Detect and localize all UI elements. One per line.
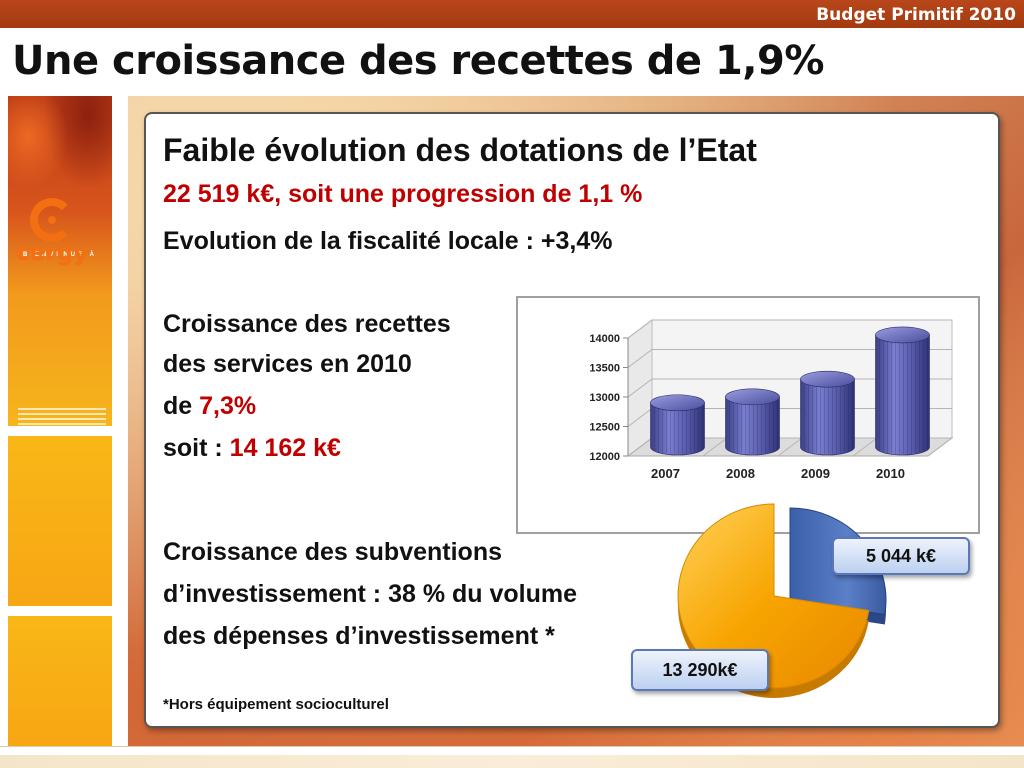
dotations-detail: 22 519 k€, soit une progression de 1,1 %	[163, 180, 643, 208]
services-line-1: Croissance des recettes	[163, 310, 451, 338]
bar-chart-svg: 12000 12500 13000 13500 14000 2007 2008 2009 201…	[589, 319, 954, 481]
bar-top	[650, 394, 705, 412]
services-line-3: de 7,3%	[163, 392, 256, 421]
poster-welcome: BIENVENUE À	[22, 252, 97, 258]
bar-2007	[650, 394, 705, 456]
header-bar: Budget Primitif 2010	[0, 0, 1024, 28]
x-tick-label: 2009	[801, 466, 830, 481]
city-logo-dot	[48, 216, 56, 224]
floor-divider	[777, 437, 803, 457]
x-tick-label: 2008	[726, 466, 755, 481]
bar-top	[875, 326, 930, 344]
services-amount: 14 162 k€	[229, 434, 341, 462]
pie-label-orange: 13 290k€	[631, 649, 769, 691]
subventions-line-1: Croissance des subventions	[163, 538, 503, 566]
y-tick-label: 12500	[589, 422, 620, 434]
footnote: *Hors équipement socioculturel	[163, 696, 389, 713]
bar-body	[725, 396, 780, 456]
poster-text-block	[18, 408, 106, 426]
bar-top	[725, 388, 780, 406]
sidebar-panel	[8, 616, 112, 746]
y-tick-label: 13500	[589, 363, 620, 375]
gridline	[627, 319, 952, 339]
bar-body	[875, 334, 930, 456]
y-tick-label: 14000	[589, 333, 620, 345]
services-prefix: de	[163, 392, 200, 420]
dotations-heading: Faible évolution des dotations de l’Etat	[163, 132, 757, 168]
city-poster: BIENVENUE À	[8, 96, 112, 426]
slide-title: Une croissance des recettes de 1,9%	[12, 38, 824, 84]
bar-chart: 12000 12500 13000 13500 14000 2007 2008 2009 201…	[516, 296, 980, 534]
floor-divider	[852, 437, 878, 457]
services-line-2: des services en 2010	[163, 350, 412, 378]
floor-divider	[702, 437, 728, 457]
y-tick-label: 12000	[589, 451, 620, 463]
x-tick-label: 2007	[651, 466, 680, 481]
services-rate: 7,3%	[199, 392, 257, 420]
bar-2008	[725, 388, 780, 456]
bottom-strip	[0, 746, 1024, 768]
services-line-4: soit : 14 162 k€	[163, 434, 341, 463]
sidebar-panel	[8, 436, 112, 606]
city-logo-icon	[30, 198, 74, 242]
floor-divider	[627, 437, 653, 457]
bar-top	[800, 370, 855, 388]
floor-divider	[927, 437, 953, 457]
subventions-line-3: des dépenses d’investissement *	[163, 622, 555, 650]
poster-city-name: cergy	[15, 240, 89, 266]
bar-body	[650, 402, 705, 456]
bar-2010	[875, 326, 930, 456]
bar-body	[800, 378, 855, 456]
gridline	[627, 349, 952, 368]
x-tick-label: 2010	[876, 466, 905, 481]
pie-label-blue: 5 044 k€	[832, 537, 970, 575]
services-amount-prefix: soit :	[163, 434, 230, 462]
y-tick-label: 13000	[589, 392, 620, 404]
fiscalite-line: Evolution de la fiscalité locale : +3,4%	[163, 227, 613, 255]
header-label: Budget Primitif 2010	[816, 5, 1016, 25]
subventions-line-2: d’investissement : 38 % du volume	[163, 580, 578, 608]
bar-2009	[800, 370, 855, 456]
